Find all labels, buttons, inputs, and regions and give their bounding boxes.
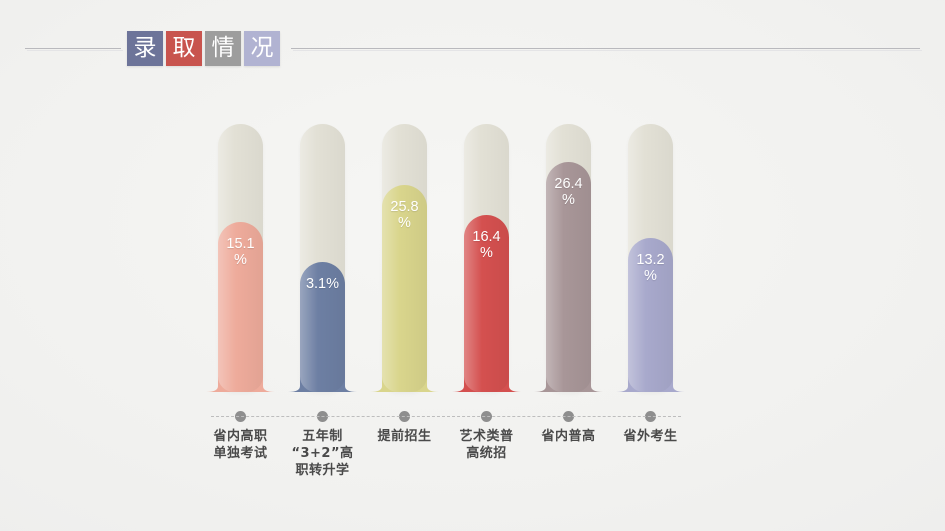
bar-value-label-line: 3.1% [305, 276, 340, 292]
header-rule-right [291, 48, 920, 49]
bar-column[interactable]: 26.4% [534, 124, 603, 392]
bar-value-label-line: 16.4 [472, 229, 501, 245]
bar-value-label-line: 25.8 [390, 199, 419, 215]
bar-fill [464, 215, 509, 392]
category-label-line: “3+2”高 [291, 446, 354, 461]
category-label: 艺术类普 高统招 [432, 428, 542, 462]
header-rule-left [25, 48, 121, 49]
category-label-line: 提前招生 [377, 429, 432, 444]
bar-column[interactable]: 16.4% [452, 124, 521, 392]
header-rule-right-shadow [293, 50, 922, 51]
title-char-box-3: 情 [205, 31, 241, 66]
category-label-line: 高统招 [466, 446, 507, 461]
bar-fill [628, 238, 673, 392]
category-label: 五年制 “3+2”高 职转升学 [268, 428, 378, 479]
header-rule-left-shadow [27, 50, 123, 51]
bar-column[interactable]: 13.2% [616, 124, 685, 392]
category-label-line: 单独考试 [213, 446, 268, 461]
page-title: 录取情况 [127, 31, 280, 66]
bar-fill [382, 185, 427, 392]
title-char-box-4: 况 [244, 31, 280, 66]
bar-value-label-line: 26.4 [554, 176, 583, 192]
bar-value-label: 13.2% [628, 252, 673, 284]
bar-fill [218, 222, 263, 392]
bar-value-label-line: % [234, 252, 247, 268]
bar-fill [300, 262, 345, 392]
category-label: 省内普高 [514, 428, 624, 445]
bar-value-label-line: % [562, 192, 575, 208]
bar-value-label: 15.1% [218, 236, 263, 268]
bar-value-label: 26.4% [546, 176, 591, 208]
bar-value-label-line: % [644, 268, 657, 284]
bar-value-label-line: % [398, 215, 411, 231]
bar-column[interactable]: 3.1% [288, 124, 357, 392]
bar-value-label: 3.1% [300, 276, 345, 292]
category-label: 省外考生 [596, 428, 706, 445]
bar-value-label-line: % [480, 245, 493, 261]
bar-value-label: 16.4% [464, 229, 509, 261]
category-label-line: 省内普高 [541, 429, 596, 444]
category-label: 提前招生 [350, 428, 460, 445]
bar-value-label-line: 15.1 [226, 236, 255, 252]
category-axis-line [210, 416, 681, 417]
bar-fill [546, 162, 591, 392]
title-char-box-2: 取 [166, 31, 202, 66]
category-label-line: 职转升学 [295, 463, 350, 478]
category-label-line: 省内高职 [213, 429, 268, 444]
bar-column[interactable]: 25.8% [370, 124, 439, 392]
bar-value-label-line: 13.2 [636, 252, 665, 268]
slide-header: 录取情况 [0, 0, 945, 100]
category-label-line: 艺术类普 [459, 429, 514, 444]
category-label: 省内高职 单独考试 [186, 428, 296, 462]
category-label-line: 省外考生 [623, 429, 678, 444]
category-label-line: 五年制 [302, 429, 343, 444]
bar-column[interactable]: 15.1% [206, 124, 275, 392]
title-char-box-1: 录 [127, 31, 163, 66]
bar-value-label: 25.8% [382, 199, 427, 231]
